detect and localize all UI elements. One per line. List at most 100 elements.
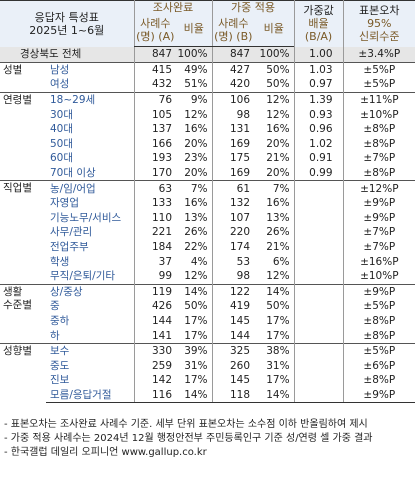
ratio-a: 17% [184,374,208,387]
section-label: 성향별 [0,342,46,403]
hdr-spacer-c [211,43,255,47]
table-row: 연령별 18~29세 76 9% 106 12% 1.39 ±11%P [0,91,415,181]
ratio-b: 7% [254,180,295,196]
table-row: 직업별 농/임/어업 63 7% 61 7% ±12%P [0,180,415,284]
table-row: 사무/관리 221 26% 220 26% ±7%P [0,225,415,240]
table-row: 기능노무/서비스 110 13% 107 13% ±9%P [0,210,415,226]
ratio-a: 4% [190,255,208,268]
ratio-a: 12% [184,270,208,283]
section-name-line2: 수준별 [3,298,32,311]
weight-ratio: 1.02 [293,136,344,152]
std-error: ±8%P [342,165,415,181]
table-row: 30대 105 12% 98 12% 0.93 ±10%P [0,107,415,122]
count-b: 131 [211,121,255,137]
row-label: 보수 [46,342,135,359]
count-b-l2: (명) (B) [214,30,253,43]
count-a: 221 [133,225,177,240]
ratio-b: 12% [266,270,290,283]
std-error: ±5%P [342,342,415,359]
hdr-spacer-b [176,43,213,47]
hdr-spacer-a [133,43,177,47]
std-error: ±5%P [342,299,415,314]
weighted-group-header: 가중 적용 [211,0,295,14]
total-count-b: 847 [211,46,255,63]
note-2: - 가중 적용 사례수는 2024년 12월 행정안전부 주민등록인구 기준 성… [4,433,373,444]
ratio-b: 14% [254,387,295,404]
ratio-a: 7% [176,180,213,196]
std-error: ±9%P [342,283,415,300]
ratio-a: 17% [184,314,208,327]
row-label: 전업주부 [50,241,89,254]
table-row: 전업주부 184 22% 174 21% ±7%P [0,239,415,255]
total-row: 경상북도 전체 847 100% 847 100% 1.00 ±3.4%P [0,46,415,63]
std-error: ±10%P [342,268,415,284]
row-label: 중도 [50,359,70,372]
std-error: ±8%P [342,136,415,152]
ratio-b: 20% [266,137,290,150]
weight-ratio [293,328,344,344]
std-error: ±11%P [342,91,415,108]
ratio-a: 12% [184,108,208,121]
row-label: 60대 [50,152,74,165]
count-b: 106 [211,91,255,108]
count-b: 260 [211,358,255,374]
ratio-a-header: 비율 [176,14,213,43]
row-label: 상/중상 [46,283,135,300]
count-a: 170 [133,165,177,181]
ratio-a: 23% [184,152,208,165]
weight-ratio [293,268,344,284]
count-a: 426 [133,299,177,314]
header-row-1: 응답자 특성표 2025년 1~6월 조사완료 가중 적용 가중값 배율 (B/… [0,0,415,47]
row-label: 70대 이상 [50,167,96,180]
weight-ratio-l1: 가중값 [303,4,334,18]
count-b: 145 [211,373,255,388]
count-a: 184 [133,239,177,255]
ratio-a: 16% [184,123,208,136]
hdr-spacer-d [254,43,295,47]
std-error: ±10%P [342,107,415,122]
std-error: ±9%P [342,210,415,226]
weight-ratio: 1.03 [293,61,344,78]
row-label: 무직/은퇴/기타 [50,270,116,283]
ratio-a: 14% [176,283,213,300]
ratio-a: 39% [176,342,213,359]
count-a: 110 [133,210,177,226]
ratio-a: 49% [176,61,213,78]
row-label: 남성 [46,61,135,78]
count-b: 419 [211,299,255,314]
weight-ratio [293,180,344,196]
ratio-a: 17% [184,329,208,342]
table-row: 70대 이상 170 20% 169 20% 0.99 ±8%P [0,165,415,181]
weight-ratio [293,210,344,226]
count-b: 169 [211,136,255,152]
weight-ratio-l3: (B/A) [304,30,333,44]
table-row: 중도 259 31% 260 31% ±6%P [0,358,415,374]
count-a: 63 [133,180,177,196]
std-error: ±9%P [342,387,415,404]
count-a: 432 [133,77,177,93]
count-b: 98 [211,107,255,122]
sections-body: 성별 남성 415 49% 427 50% 1.03 ±5%P 여성 432 51% 420 50% 0.… [0,61,415,404]
std-error: ±8%P [342,328,415,344]
total-count-a: 847 [133,46,177,63]
ratio-a: 26% [184,226,208,239]
section-name: 성향별 [3,344,32,357]
ratio-b: 21% [266,241,290,254]
std-error: ±5%P [342,61,415,78]
std-error: ±9%P [342,195,415,211]
count-b: 325 [211,342,255,359]
ratio-b-header: 비율 [254,14,295,43]
count-b: 98 [211,268,255,284]
row-label: 학생 [50,255,70,268]
table-row: 40대 137 16% 131 16% 0.96 ±8%P [0,121,415,137]
count-a-header: 사례수 (명) (A) [133,14,177,43]
table-row: 무직/은퇴/기타 99 12% 98 12% ±10%P [0,268,415,284]
std-error: ±7%P [342,225,415,240]
count-b: 118 [211,387,255,404]
table-row: 성별 남성 415 49% 427 50% 1.03 ±5%P [0,61,415,93]
ratio-b: 38% [254,342,295,359]
ratio-a: 20% [184,167,208,180]
ratio-a: 14% [176,387,213,404]
count-a-l1: 사례수 [140,17,171,30]
std-error-l3: 신뢰수준 [359,30,400,44]
